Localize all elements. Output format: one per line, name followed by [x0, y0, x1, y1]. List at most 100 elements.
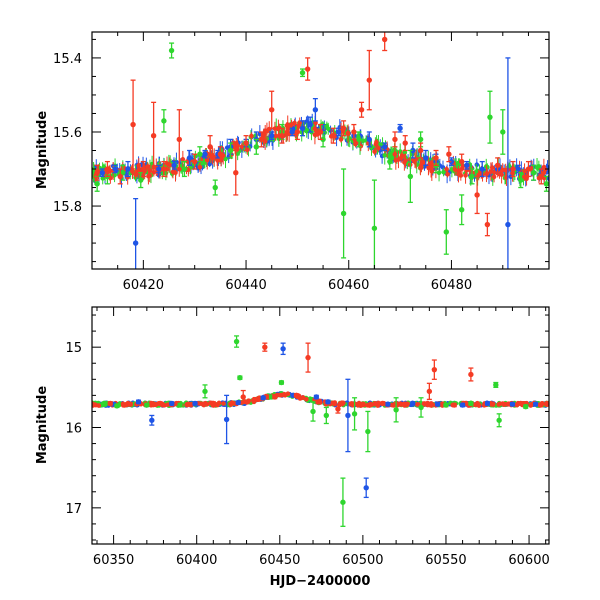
data-point: [140, 166, 147, 172]
baseline-point: [392, 151, 398, 157]
baseline-point: [102, 400, 107, 406]
data-point: [431, 366, 438, 373]
data-point: [523, 403, 529, 410]
data-point: [325, 399, 331, 405]
baseline-point: [345, 131, 351, 137]
baseline-point: [389, 155, 395, 161]
data-point: [493, 382, 499, 388]
baseline-point: [348, 401, 354, 406]
data-point: [543, 181, 549, 187]
data-point: [289, 129, 295, 135]
data-point: [443, 402, 449, 408]
baseline-point: [251, 399, 257, 405]
data-point: [185, 401, 192, 407]
data-point: [299, 125, 306, 131]
data-point: [387, 158, 393, 165]
baseline-point: [339, 400, 345, 406]
data-point: [484, 400, 491, 407]
data-point: [125, 166, 131, 172]
baseline-point: [273, 133, 279, 139]
data-point: [366, 136, 372, 143]
data-point: [94, 170, 100, 176]
data-point: [202, 388, 208, 395]
data-point: [330, 132, 337, 139]
baseline-point: [360, 138, 366, 144]
series-1-points: [114, 335, 529, 527]
data-point: [212, 184, 218, 191]
baseline-point: [92, 167, 96, 172]
baseline-point: [221, 401, 226, 406]
data-point: [299, 70, 306, 76]
y-tick-label: 15.6: [53, 126, 82, 141]
data-point: [157, 400, 163, 407]
data-point: [253, 144, 260, 150]
data-point: [293, 392, 300, 399]
data-point: [385, 401, 391, 407]
baseline-point: [441, 169, 446, 175]
baseline-point: [452, 167, 458, 172]
data-point: [237, 374, 243, 381]
baseline-point: [543, 402, 549, 407]
baseline-point: [444, 166, 449, 172]
data-point: [176, 136, 182, 143]
data-point: [423, 155, 429, 161]
data-point: [181, 166, 188, 172]
baseline-point: [285, 391, 291, 397]
y-tick-label: 15.4: [53, 52, 82, 67]
data-point: [144, 402, 150, 408]
data-point: [345, 412, 351, 419]
data-point: [149, 417, 155, 423]
data-point: [381, 36, 388, 43]
data-point: [127, 401, 133, 407]
baseline-point: [264, 128, 270, 134]
data-point: [130, 121, 136, 128]
data-point: [392, 136, 398, 143]
data-point: [233, 170, 239, 176]
baseline-point: [256, 397, 262, 402]
data-point: [468, 371, 474, 378]
data-point: [537, 402, 544, 408]
data-point: [294, 129, 301, 135]
data-point: [538, 173, 544, 180]
data-point: [496, 417, 502, 423]
baseline-point: [235, 143, 240, 149]
data-point: [380, 400, 386, 407]
baseline-point: [151, 402, 156, 408]
baseline-point: [180, 157, 186, 162]
y-tick-label: 16: [65, 422, 82, 437]
data-point: [117, 173, 123, 180]
data-point: [191, 158, 198, 165]
data-point: [169, 400, 175, 407]
baseline-point: [289, 122, 294, 128]
data-point: [448, 158, 455, 165]
baseline-point: [398, 401, 403, 406]
data-point: [280, 346, 286, 352]
baseline-point: [230, 140, 236, 146]
data-point: [168, 47, 175, 54]
data-point: [258, 136, 265, 143]
data-point: [494, 162, 501, 169]
baseline-point: [365, 402, 370, 408]
data-point: [317, 129, 324, 135]
baseline-point: [338, 137, 344, 142]
baseline-point: [223, 156, 228, 162]
data-point: [451, 402, 457, 408]
baseline-point: [146, 173, 151, 179]
x-tick-label: 60480: [431, 278, 472, 293]
data-point: [484, 221, 491, 228]
baseline-point: [145, 164, 151, 169]
series-2-points: [107, 342, 544, 414]
data-point: [365, 428, 371, 435]
data-point: [107, 400, 113, 407]
data-point: [279, 132, 285, 139]
top-panel: 60420 60440 60460 60480 15.4 15.6 15.8 Magnitu…: [35, 31, 550, 293]
data-point: [197, 151, 203, 157]
x-tick-label: 60420: [123, 278, 164, 293]
baseline-point: [500, 401, 506, 406]
bottom-panel-frame: [91, 306, 550, 545]
baseline-point: [186, 167, 191, 173]
baseline-point: [436, 170, 442, 176]
baseline-point: [398, 155, 404, 160]
baseline-point: [312, 132, 318, 138]
data-point: [340, 210, 347, 217]
